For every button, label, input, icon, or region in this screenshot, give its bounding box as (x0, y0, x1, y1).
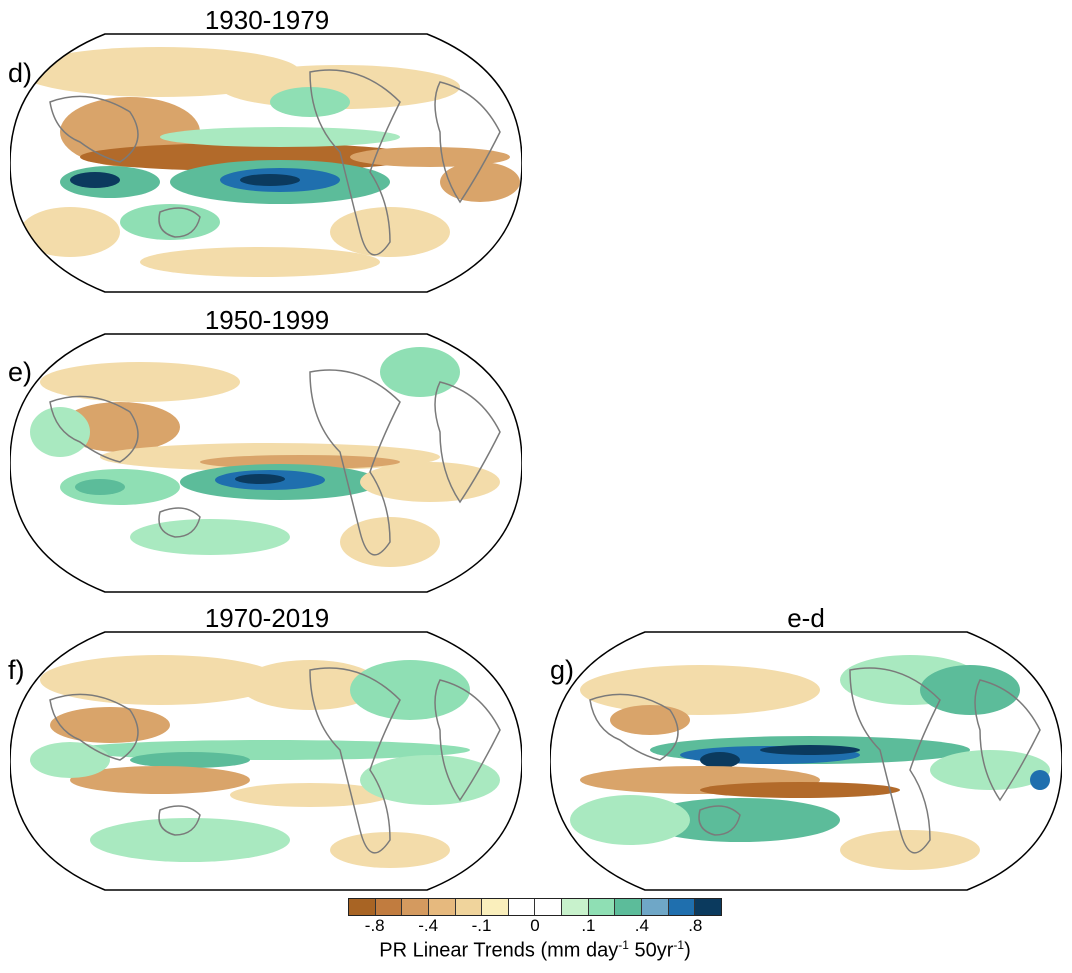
colorbar-cell (482, 899, 509, 915)
panel-g-letter: g) (550, 655, 575, 685)
colorbar-tick-label: -.1 (471, 916, 492, 935)
colorbar-cell (615, 899, 643, 915)
colorbar-ticks: -.8 -.4 -.1 0 .1 .4 .8 (348, 916, 722, 938)
colorbar-label: PR Linear Trends (mm day-1 50yr-1) (348, 938, 722, 963)
colorbar-cell (402, 899, 429, 915)
colorbar-cell (428, 899, 456, 915)
panel-d-map (10, 33, 522, 293)
panel-d-letter: d) (8, 58, 33, 88)
panel-d-title: 1930-1979 (204, 5, 330, 35)
colorbar-cell (562, 899, 589, 915)
panel-f-title: 1970-2019 (204, 603, 330, 633)
colorbar-tick-label: 0 (530, 916, 540, 935)
colorbar-tick-label: .1 (581, 916, 596, 935)
colorbar-tick-label: .4 (634, 916, 649, 935)
panel-e-map (10, 333, 522, 593)
panel-e-title: 1950-1999 (204, 305, 330, 335)
panel-g-map (550, 631, 1062, 891)
panel-g-title: e-d (787, 603, 825, 633)
colorbar-cell (535, 899, 563, 915)
colorbar-label-suffix: ) (684, 939, 691, 962)
colorbar-label-sup2: -1 (673, 938, 685, 952)
colorbar-label-prefix: PR Linear Trends (mm day (379, 939, 619, 962)
colorbar-cell (588, 899, 616, 915)
colorbar-tick-label: -.8 (364, 916, 385, 935)
colorbar-cell (349, 899, 376, 915)
colorbar-cell (695, 899, 721, 915)
colorbar-label-mid: 50yr (628, 939, 674, 962)
colorbar-cell (508, 899, 536, 915)
colorbar-tick-label: -.4 (418, 916, 439, 935)
colorbar-tick-label: .8 (688, 916, 703, 935)
colorbar-cell (668, 899, 696, 915)
colorbar-cell (455, 899, 483, 915)
colorbar-cell (642, 899, 669, 915)
panel-e-letter: e) (8, 357, 33, 387)
colorbar-label-sup1: -1 (618, 938, 629, 952)
panel-f-map (10, 631, 522, 891)
colorbar-cell (375, 899, 403, 915)
panel-f-letter: f) (8, 655, 25, 685)
colorbar (348, 898, 722, 916)
